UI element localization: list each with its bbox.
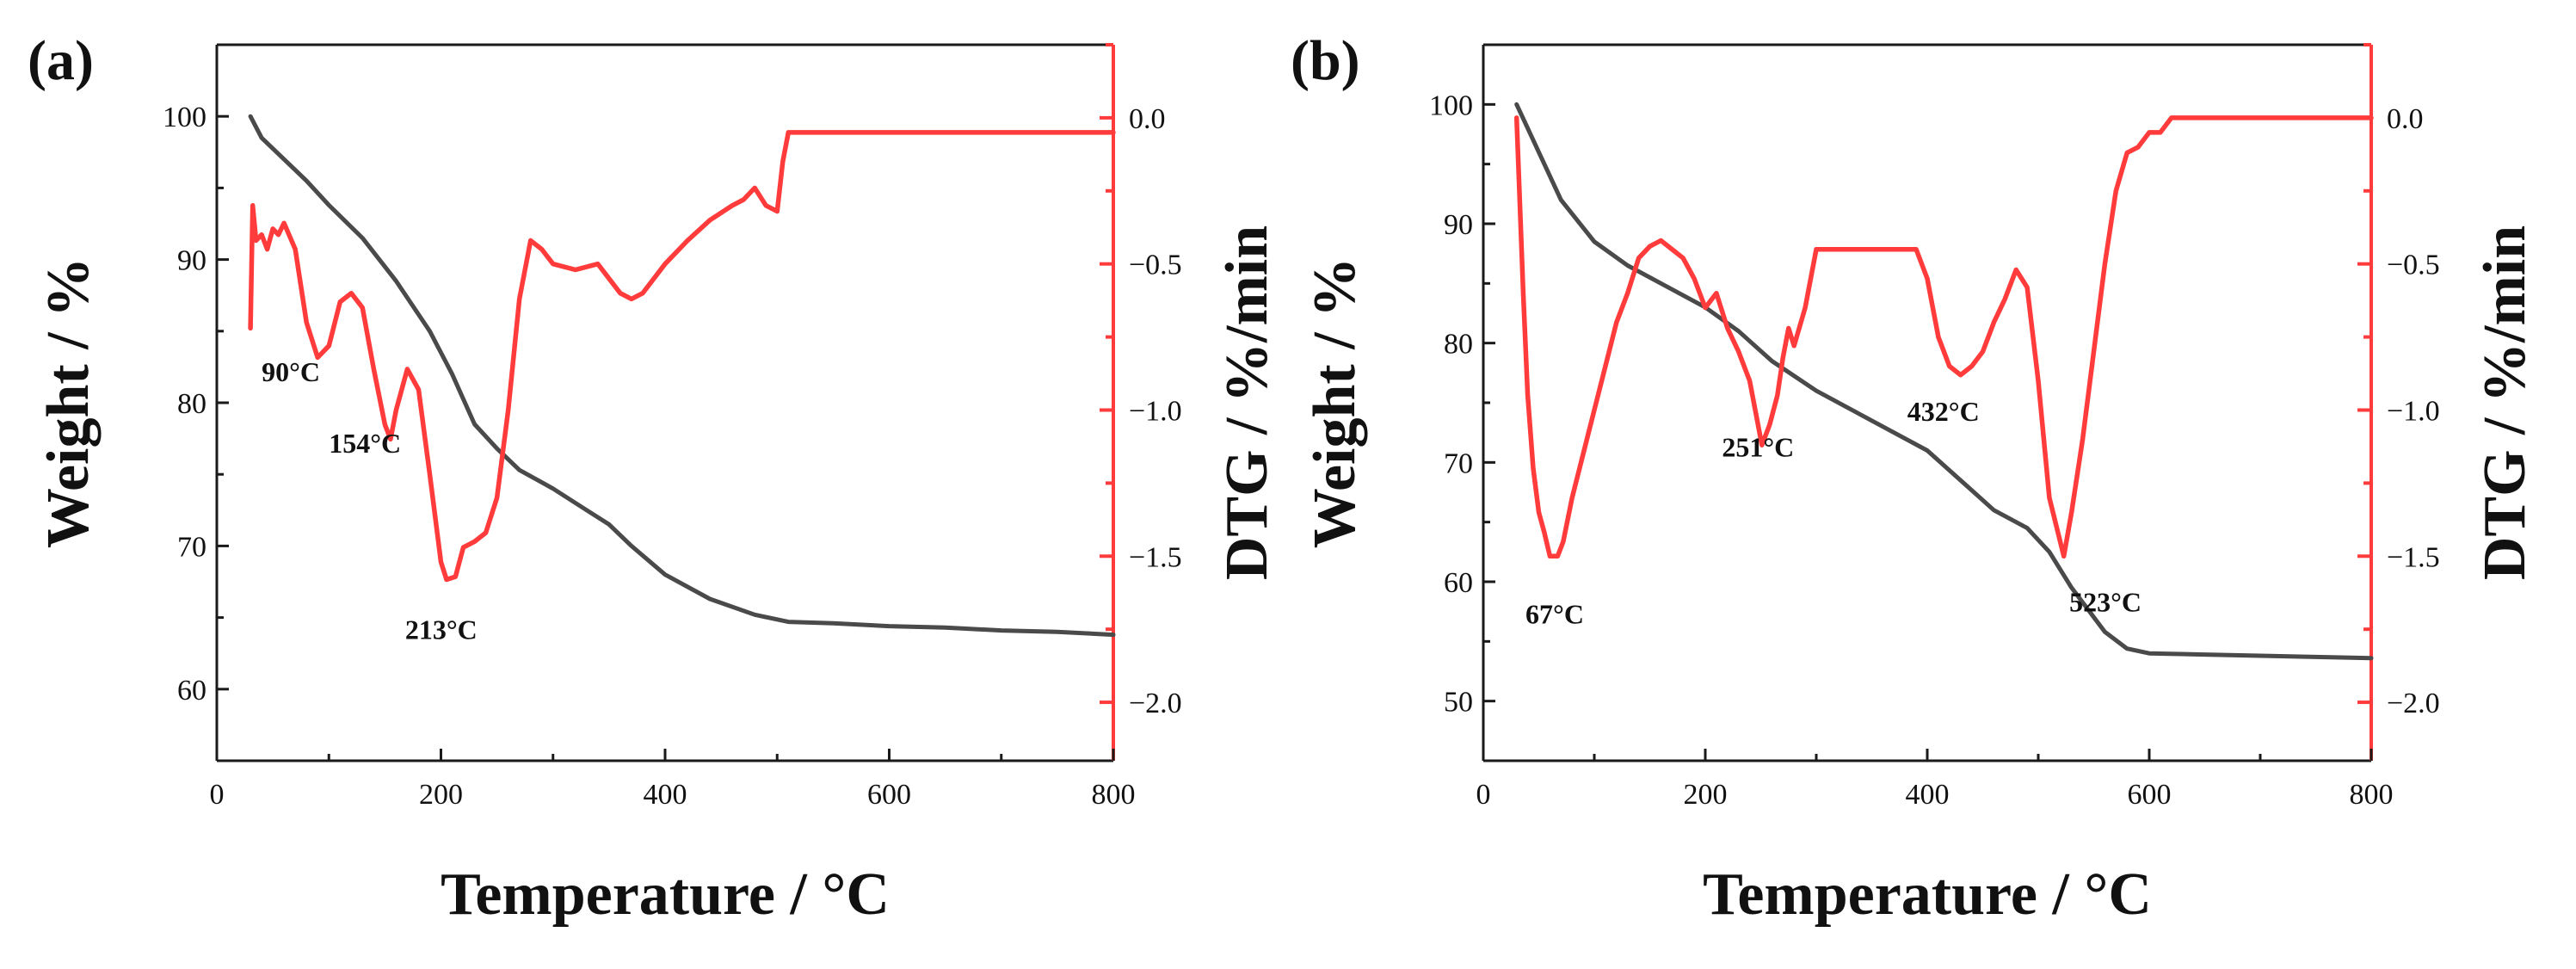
y-right-tick-label-b: −2.0	[2387, 688, 2440, 719]
y-axis-left-title-b: Weight / %	[1302, 257, 1368, 548]
panel-b-label: (b)	[1291, 29, 1360, 92]
y-left-tick-label-b: 60	[1444, 567, 1473, 599]
peak-label-b: 251°C	[1722, 431, 1794, 462]
y-right-tick-label-a: −2.0	[1129, 688, 1182, 719]
x-tick-label-b: 200	[1684, 779, 1728, 811]
dtg-curve-a	[248, 130, 1116, 583]
peak-label-b: 432°C	[1907, 396, 1980, 427]
y-left-tick-label-a: 90	[177, 245, 206, 277]
x-tick-label-b: 400	[1906, 779, 1950, 811]
x-tick-label-a: 400	[644, 779, 687, 811]
peak-label-a: 213°C	[405, 614, 478, 645]
y-left-tick-label-b: 100	[1429, 89, 1473, 121]
y-right-tick-label-b: 0.0	[2387, 103, 2424, 135]
y-left-tick-label-a: 80	[177, 388, 206, 420]
y-left-tick-label-b: 70	[1444, 447, 1473, 479]
y-right-tick-label-a: −0.5	[1129, 250, 1182, 281]
dtg-curve-b	[1513, 115, 2374, 559]
x-tick-label-b: 800	[2350, 779, 2394, 811]
panel-a-label: (a)	[28, 29, 94, 92]
y-right-tick-label-a: −1.5	[1129, 541, 1182, 573]
y-right-tick-label-a: −1.0	[1129, 395, 1182, 427]
x-tick-label-b: 600	[2128, 779, 2172, 811]
y-left-tick-label-a: 70	[177, 531, 206, 563]
weight-curve-a	[248, 114, 1116, 638]
y-axis-left-title-a: Weight / %	[35, 257, 102, 548]
peak-label-a: 154°C	[329, 428, 401, 459]
y-left-tick-label-a: 60	[177, 675, 206, 707]
y-right-tick-label-b: −0.5	[2387, 250, 2440, 281]
y-left-tick-label-b: 50	[1444, 687, 1473, 719]
peak-label-a: 90°C	[262, 356, 320, 387]
y-right-tick-label-a: 0.0	[1129, 103, 1166, 135]
x-tick-label-a: 200	[419, 779, 463, 811]
weight-curve-b	[1514, 102, 2374, 661]
x-tick-label-a: 600	[867, 779, 911, 811]
x-axis-title-a: Temperature / °C	[441, 861, 890, 928]
x-tick-label-a: 800	[1092, 779, 1136, 811]
chart-b: 0 200 400 600 800 50 60 70 80 90 100 0.0 −0.5 −1.0 −1.…	[1302, 43, 2538, 928]
x-axis-title-b: Temperature / °C	[1703, 861, 2152, 928]
x-tick-label-a: 0	[210, 779, 225, 811]
y-right-tick-label-b: −1.0	[2387, 395, 2440, 427]
x-tick-label-b: 0	[1476, 779, 1491, 811]
y-left-tick-label-b: 80	[1444, 329, 1473, 361]
chart-a: 0 200 400 600 800 60 70 80 90 100 0.0 −0.5 −1.0 −1.5 −…	[35, 43, 1280, 928]
y-axis-right-title-b: DTG / %/min	[2472, 225, 2538, 580]
y-left-tick-label-a: 100	[163, 102, 206, 133]
y-right-tick-label-b: −1.5	[2387, 541, 2440, 573]
y-left-tick-label-b: 90	[1444, 209, 1473, 241]
peak-label-b: 67°C	[1525, 599, 1584, 630]
peak-label-b: 523°C	[2069, 587, 2142, 618]
y-axis-right-title-a: DTG / %/min	[1214, 225, 1280, 580]
